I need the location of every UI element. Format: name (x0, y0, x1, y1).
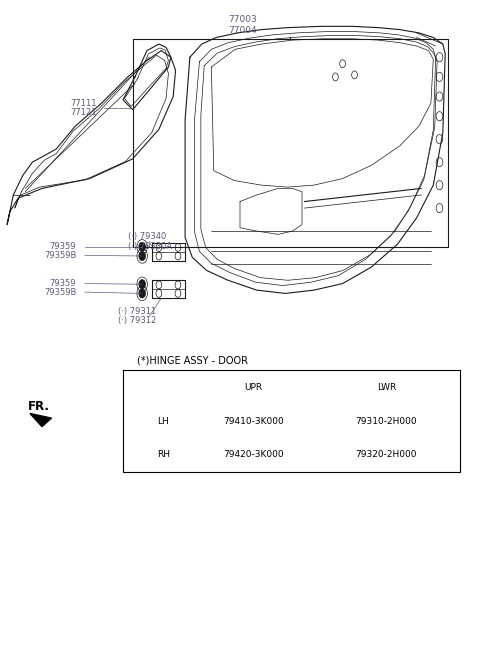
Text: 79410-3K000: 79410-3K000 (223, 416, 284, 426)
Text: (·) 79311: (·) 79311 (118, 306, 156, 316)
Circle shape (139, 252, 145, 260)
Text: 77121: 77121 (71, 109, 97, 117)
Circle shape (139, 279, 145, 289)
Text: RH: RH (156, 451, 169, 459)
Text: (·) 79340: (·) 79340 (128, 232, 166, 241)
Text: 79359B: 79359B (44, 287, 77, 297)
Bar (123, 370, 459, 472)
Text: FR.: FR. (28, 400, 49, 413)
Text: 79359: 79359 (49, 243, 76, 251)
Text: LWR: LWR (377, 383, 396, 391)
Text: 79359B: 79359B (44, 251, 77, 260)
Text: 79320-2H000: 79320-2H000 (356, 451, 417, 459)
Text: (·) 79330A: (·) 79330A (128, 242, 172, 250)
Circle shape (139, 289, 145, 298)
Text: 79310-2H000: 79310-2H000 (356, 416, 417, 426)
Text: UPR: UPR (244, 383, 263, 391)
Polygon shape (30, 413, 51, 426)
Text: 79359: 79359 (49, 279, 76, 288)
Text: 77004: 77004 (228, 26, 257, 35)
Text: (*)HINGE ASSY - DOOR: (*)HINGE ASSY - DOOR (137, 356, 248, 366)
Text: 77003: 77003 (228, 15, 257, 24)
Circle shape (139, 243, 145, 252)
Text: LH: LH (157, 416, 169, 426)
Text: (·) 79312: (·) 79312 (118, 316, 156, 326)
Text: 77111: 77111 (71, 99, 97, 107)
Text: 79420-3K000: 79420-3K000 (223, 451, 284, 459)
